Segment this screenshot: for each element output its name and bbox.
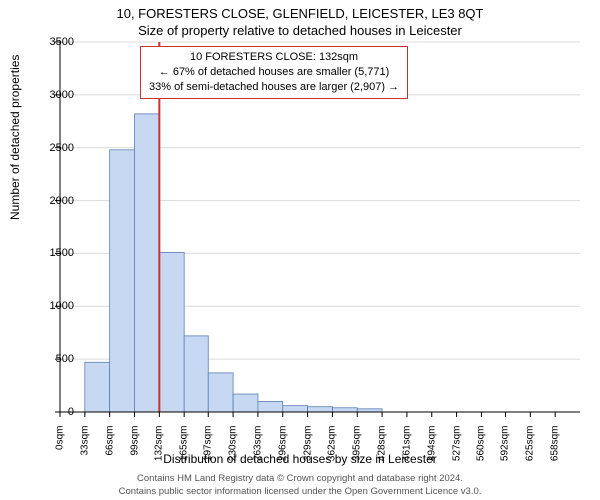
x-tick-label: 329sqm [302,426,313,476]
page-title: 10, FORESTERS CLOSE, GLENFIELD, LEICESTE… [0,0,600,21]
y-tick-label: 3500 [34,36,74,48]
page-subtitle: Size of property relative to detached ho… [0,21,600,38]
annotation-line3: 33% of semi-detached houses are larger (… [149,80,399,95]
x-tick-label: 197sqm [203,426,214,476]
x-tick-label: 99sqm [129,426,140,476]
x-tick-label: 428sqm [377,426,388,476]
chart-container: 10, FORESTERS CLOSE, GLENFIELD, LEICESTE… [0,0,600,500]
y-tick-label: 2500 [34,142,74,154]
x-tick-label: 592sqm [500,426,511,476]
x-tick-label: 560sqm [476,426,487,476]
x-tick-label: 395sqm [352,426,363,476]
y-tick-label: 3000 [34,89,74,101]
y-axis-label: Number of detached properties [8,55,22,220]
x-tick-label: 263sqm [252,426,263,476]
y-tick-label: 2000 [34,195,74,207]
x-tick-label: 494sqm [426,426,437,476]
x-tick-label: 66sqm [104,426,115,476]
x-tick-label: 296sqm [277,426,288,476]
footer-line2: Contains public sector information licen… [0,486,600,498]
y-tick-label: 1500 [34,247,74,259]
annotation-box: 10 FORESTERS CLOSE: 132sqm ← 67% of deta… [140,46,408,99]
x-tick-label: 625sqm [525,426,536,476]
y-tick-label: 1000 [34,300,74,312]
footer-attribution: Contains HM Land Registry data © Crown c… [0,473,600,498]
x-tick-label: 230sqm [228,426,239,476]
x-axis-label: Distribution of detached houses by size … [0,452,600,466]
y-tick-label: 0 [34,406,74,418]
x-tick-label: 132sqm [154,426,165,476]
footer-line1: Contains HM Land Registry data © Crown c… [0,473,600,485]
annotation-line2: ← 67% of detached houses are smaller (5,… [149,65,399,80]
x-tick-label: 33sqm [79,426,90,476]
x-tick-label: 0sqm [55,426,66,476]
x-tick-label: 461sqm [401,426,412,476]
x-tick-label: 165sqm [179,426,190,476]
x-tick-label: 362sqm [327,426,338,476]
x-tick-label: 527sqm [451,426,462,476]
y-tick-label: 500 [34,353,74,365]
annotation-line1: 10 FORESTERS CLOSE: 132sqm [149,50,399,65]
x-tick-label: 658sqm [550,426,561,476]
